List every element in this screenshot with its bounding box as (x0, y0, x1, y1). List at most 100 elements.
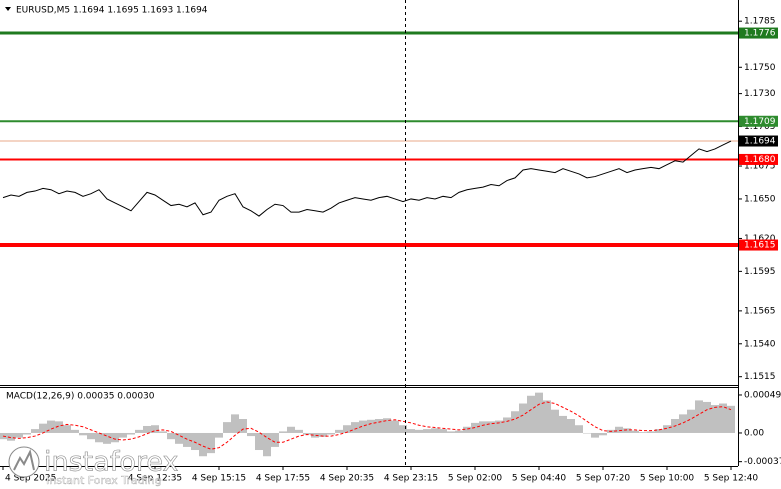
x-tick-label: 4 Sep 17:55 (256, 474, 310, 484)
y-tick-label: 0.00049 (744, 390, 781, 400)
level-label: 1.1680 (744, 155, 776, 165)
watermark: instaforex Instant Forex Trading (8, 446, 179, 487)
macd-bar (303, 432, 311, 435)
macd-bar (7, 432, 15, 441)
macd-bar (359, 420, 367, 433)
x-tick-label: 4 Sep 12:35 (128, 474, 182, 484)
macd-bar (623, 428, 631, 433)
level-tag (739, 135, 778, 147)
macd-bar (455, 430, 463, 433)
y-tick-label: 1.1705 (744, 122, 776, 132)
macd-bar (711, 405, 719, 433)
macd-bar (55, 421, 63, 433)
macd-bar (279, 431, 287, 433)
level-label: 1.1776 (744, 29, 776, 39)
y-tick-label: 1.1730 (744, 89, 776, 99)
macd-bar (687, 409, 695, 433)
macd-bar (63, 425, 71, 433)
macd-bar (215, 432, 223, 438)
macd-bar (39, 423, 47, 433)
signal-line (2, 401, 732, 450)
macd-bar (447, 431, 455, 433)
macd-bar (119, 432, 127, 438)
macd-bar (23, 432, 31, 435)
macd-bar (567, 419, 575, 433)
x-tick-label: 5 Sep 07:20 (576, 474, 631, 484)
macd-bar (527, 395, 535, 433)
logo-tagline: Instant Forex Trading (46, 474, 162, 487)
macd-bar (31, 429, 39, 433)
macd-bar (439, 429, 447, 433)
macd-bar (703, 401, 711, 433)
macd-bar (431, 428, 439, 433)
macd-bar (647, 431, 655, 433)
macd-bar (111, 432, 119, 443)
macd-bar (479, 421, 487, 433)
macd-bar (95, 432, 103, 443)
macd-bar (295, 429, 303, 433)
macd-bar (375, 419, 383, 433)
macd-bar (79, 432, 87, 436)
y-tick-label: 1.1785 (744, 17, 776, 27)
y-tick-label: 1.1675 (744, 162, 776, 172)
macd-bar (655, 429, 663, 433)
macd-bar (399, 425, 407, 433)
level-label: 1.1615 (744, 241, 776, 251)
macd-bar (247, 432, 255, 437)
macd-bar (463, 426, 471, 433)
macd-bar (495, 420, 503, 433)
logo-name: instaforex (44, 447, 178, 478)
price-line (2, 140, 732, 217)
level-tag (739, 27, 778, 39)
x-tick-label: 5 Sep 12:40 (704, 474, 759, 484)
macd-bar (87, 432, 95, 440)
macd-bar (183, 432, 191, 447)
x-tick-label: 5 Sep 10:00 (640, 474, 695, 484)
macd-bar (255, 432, 263, 451)
macd-bar (151, 425, 159, 433)
macd-bar (311, 432, 319, 438)
macd-bar (719, 403, 727, 433)
indicator-title: MACD(12,26,9) 0.00035 0.00030 (6, 392, 155, 402)
macd-bar (695, 400, 703, 433)
macd-bar (423, 429, 431, 433)
x-tick-label: 4 Sep 23:15 (384, 474, 438, 484)
macd-bar (327, 432, 335, 435)
macd-bar (199, 432, 207, 457)
macd-bar (143, 425, 151, 433)
y-tick-label: 1.1540 (744, 339, 776, 349)
macd-bar (231, 414, 239, 433)
macd-bar (287, 426, 295, 433)
macd-bar (663, 425, 671, 433)
macd-bar (343, 425, 351, 433)
level-label: 1.1709 (744, 117, 776, 127)
y-tick-label: 1.1595 (744, 267, 776, 277)
y-tick-label: -0.00037 (744, 457, 781, 467)
macd-bar (383, 418, 391, 433)
macd-bar (239, 419, 247, 433)
y-tick-label: 0.00 (744, 428, 764, 438)
macd-bar (543, 400, 551, 433)
x-tick-label: 4 Sep 15:15 (192, 474, 246, 484)
macd-bar (615, 426, 623, 433)
macd-bar (319, 432, 327, 437)
level-label: 1.1694 (744, 137, 776, 147)
macd-bar (159, 431, 167, 433)
macd-bar (191, 432, 199, 451)
macd-bar (103, 432, 111, 444)
macd-bar (223, 422, 231, 433)
macd-bar (511, 411, 519, 433)
y-tick-label: 1.1650 (744, 194, 776, 204)
macd-bar (631, 430, 639, 433)
y-tick-label: 1.1515 (744, 372, 776, 382)
macd-bar (639, 432, 647, 433)
macd-bar (487, 421, 495, 433)
macd-bar (207, 432, 215, 454)
macd-bar (599, 432, 607, 436)
macd-bar (503, 417, 511, 433)
macd-bar (519, 403, 527, 433)
macd-bar (135, 429, 143, 433)
x-tick-label: 5 Sep 02:00 (448, 474, 503, 484)
